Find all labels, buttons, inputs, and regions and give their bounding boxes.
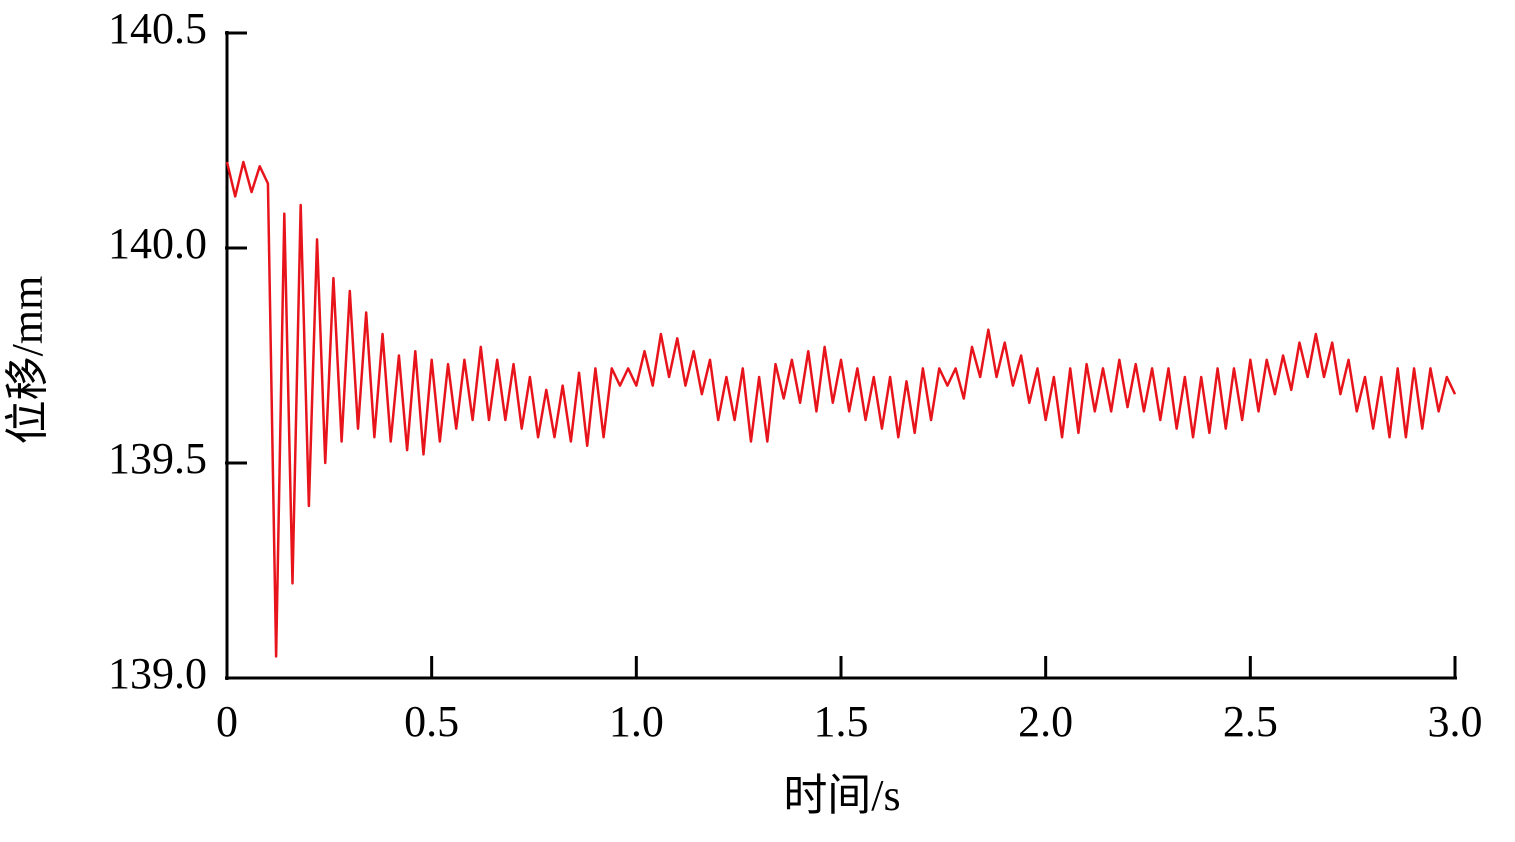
x-tick-label: 3.0 [1428,697,1483,746]
y-tick-label: 139.5 [108,434,207,483]
y-tick-label: 140.5 [108,4,207,53]
x-axis-title: 时间/s [783,771,900,820]
x-tick-label: 1.0 [609,697,664,746]
x-tick-label: 1.5 [814,697,869,746]
x-tick-label: 2.0 [1018,697,1073,746]
x-tick-label: 0.5 [404,697,459,746]
data-line [225,160,1457,658]
y-axis-title: 位移/mm [3,276,52,445]
x-tick-label: 2.5 [1223,697,1278,746]
x-tick-label: 0 [216,697,238,746]
y-tick-label: 139.0 [108,649,207,698]
y-tick-label: 140.0 [108,219,207,268]
